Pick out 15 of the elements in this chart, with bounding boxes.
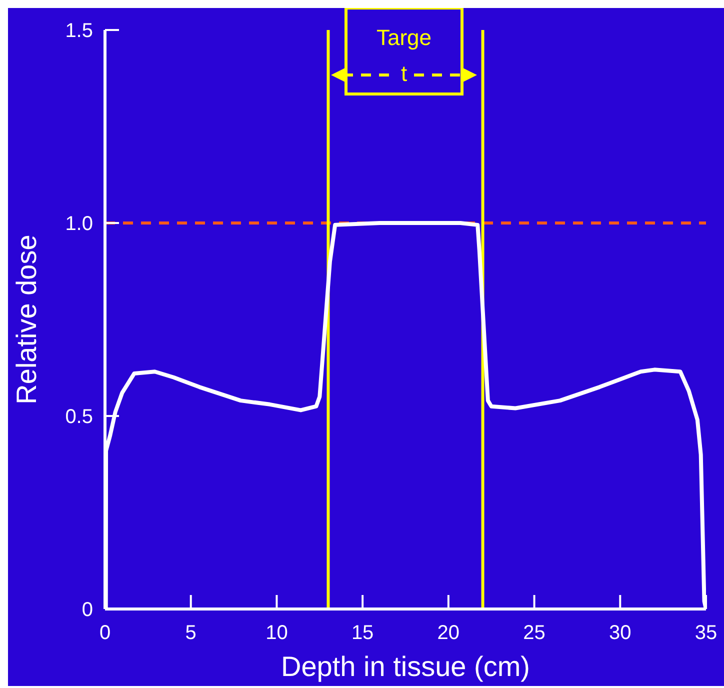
x-tick-label: 35 <box>694 622 718 644</box>
x-tick-label: 20 <box>437 622 460 644</box>
annotation: Targe t <box>376 25 432 86</box>
y-axis-title: Relative dose <box>10 234 42 404</box>
x-tick-label: 25 <box>523 622 546 644</box>
x-tick-label: 0 <box>99 622 111 644</box>
x-tick-label: 10 <box>266 622 288 644</box>
y-tick-label: 0 <box>82 599 93 621</box>
x-tick-label: 5 <box>185 622 196 644</box>
y-tick-label: 1.0 <box>65 213 93 235</box>
y-tick-label: 0.5 <box>65 406 93 428</box>
y-tick-label: 1.5 <box>65 20 93 42</box>
x-tick-label: 30 <box>609 622 632 644</box>
x-tick-label: 15 <box>351 622 374 644</box>
x-axis-title: Depth in tissue (cm) <box>281 651 530 682</box>
